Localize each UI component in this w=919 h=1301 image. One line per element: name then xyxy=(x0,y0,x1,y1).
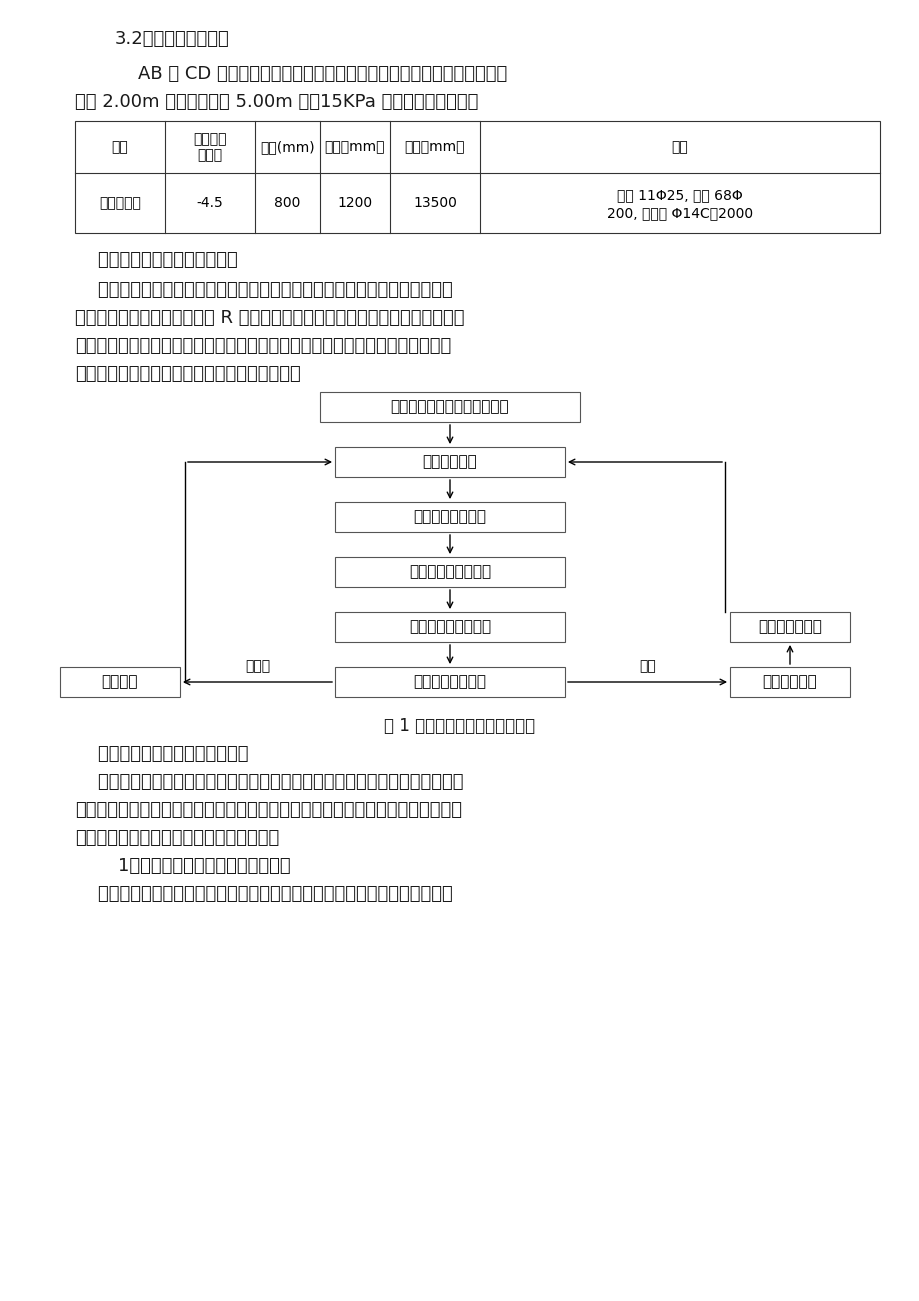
Text: 直径(mm): 直径(mm) xyxy=(260,141,314,154)
Text: 长度（mm）: 长度（mm） xyxy=(404,141,465,154)
Text: 产和经济损失，必须进行风险分析和预防。: 产和经济损失，必须进行风险分析和预防。 xyxy=(75,829,279,847)
Text: AB 及 CD 段因场地狭小，难以施工锶杆，故采用框加内支撑方法支护，: AB 及 CD 段因场地狭小，难以施工锶杆，故采用框加内支撑方法支护， xyxy=(115,65,506,83)
Text: 实施应急预案: 实施应急预案 xyxy=(762,674,816,690)
Text: 编制应急预案: 编制应急预案 xyxy=(422,454,477,470)
Text: 坡顶 2.00m 以外异样考虑 5.00m 宽，15KPa 局部荷载。支护框：: 坡顶 2.00m 以外异样考虑 5.00m 宽，15KPa 局部荷载。支护框： xyxy=(75,92,478,111)
Text: 800: 800 xyxy=(274,196,301,209)
Bar xyxy=(335,502,564,532)
Text: 风险源及环境要素辨识、评价: 风险源及环境要素辨识、评价 xyxy=(391,399,509,415)
Text: 组建抗险队、救护车: 组建抗险队、救护车 xyxy=(408,565,491,579)
Text: 1200: 1200 xyxy=(337,196,372,209)
Text: 图 1 应急预备和呼应工作程序图: 图 1 应急预备和呼应工作程序图 xyxy=(384,717,535,735)
Text: 未发生: 未发生 xyxy=(244,660,270,673)
Bar xyxy=(335,667,564,697)
Text: 间距（mm）: 间距（mm） xyxy=(324,141,385,154)
Bar xyxy=(75,121,879,233)
Text: 成立抗险指导小组: 成立抗险指导小组 xyxy=(413,510,486,524)
Text: 环境影响。其应急预备和呼应工作程序见下图：: 环境影响。其应急预备和呼应工作程序见下图： xyxy=(75,366,301,382)
Text: 配筋: 配筋 xyxy=(671,141,687,154)
Text: 素的辨认和评价，特制定本项 R 发生紧急状况或事故的应急措施，开展应急知识: 素的辨认和评价，特制定本项 R 发生紧急状况或事故的应急措施，开展应急知识 xyxy=(75,310,464,327)
Text: 定期评审: 定期评审 xyxy=(102,674,138,690)
Text: 纵筋 11Φ25, 简筋 68Φ: 纵筋 11Φ25, 简筋 68Φ xyxy=(617,189,742,202)
Text: （四）突发事情风险分析和预防: （四）突发事情风险分析和预防 xyxy=(75,745,248,762)
Text: 为确保正常施工，预防突发事情以及某些预想不到的、不可抗拓的事情发生，: 为确保正常施工，预防突发事情以及某些预想不到的、不可抗拓的事情发生， xyxy=(75,773,463,791)
Text: 应急知识教育培训: 应急知识教育培训 xyxy=(413,674,486,690)
Text: 装备应急物资、设备: 装备应急物资、设备 xyxy=(408,619,491,635)
Text: 1、突发事情、紧急状况及风险分析: 1、突发事情、紧急状况及风险分析 xyxy=(95,857,290,876)
Text: 根据本工程施工特点及复杂的地质状况，在辨识、分析评价施工中风险要素: 根据本工程施工特点及复杂的地质状况，在辨识、分析评价施工中风险要素 xyxy=(75,885,452,903)
Text: 3.2、框加内支撑支护: 3.2、框加内支撑支护 xyxy=(115,30,230,48)
Text: 称号: 称号 xyxy=(111,141,129,154)
Bar xyxy=(320,392,579,422)
Text: 根据本工程的特点及施工工艺的实践状况，仔细的组织了对风险源和环境要: 根据本工程的特点及施工工艺的实践状况，仔细的组织了对风险源和环境要 xyxy=(75,281,452,299)
Text: 发生: 发生 xyxy=(639,660,655,673)
Text: 教育和应急演练，进步现场操作人员应急才能，减少突发事情形成的损害和不良: 教育和应急演练，进步现场操作人员应急才能，减少突发事情形成的损害和不良 xyxy=(75,337,450,355)
Bar xyxy=(335,557,564,587)
Text: （三）、应急预案工作流程图: （三）、应急预案工作流程图 xyxy=(75,251,237,269)
Text: 钒孔灘注框: 钒孔灘注框 xyxy=(99,196,141,209)
Bar xyxy=(729,611,849,641)
Bar xyxy=(335,448,564,477)
Bar xyxy=(335,611,564,641)
Text: 进行评审、修订: 进行评审、修订 xyxy=(757,619,821,635)
Text: 框顶标高
（米）: 框顶标高 （米） xyxy=(193,131,226,163)
Bar xyxy=(729,667,849,697)
Bar xyxy=(60,667,180,697)
Text: -4.5: -4.5 xyxy=(197,196,223,209)
Text: 事前有充足的技术措施预备、抗险物资的储备，最大程度地减少人员伤亡、国家财: 事前有充足的技术措施预备、抗险物资的储备，最大程度地减少人员伤亡、国家财 xyxy=(75,801,461,820)
Text: 200, 加强筋 Φ14C｜2000: 200, 加强筋 Φ14C｜2000 xyxy=(607,206,753,220)
Text: 13500: 13500 xyxy=(413,196,457,209)
